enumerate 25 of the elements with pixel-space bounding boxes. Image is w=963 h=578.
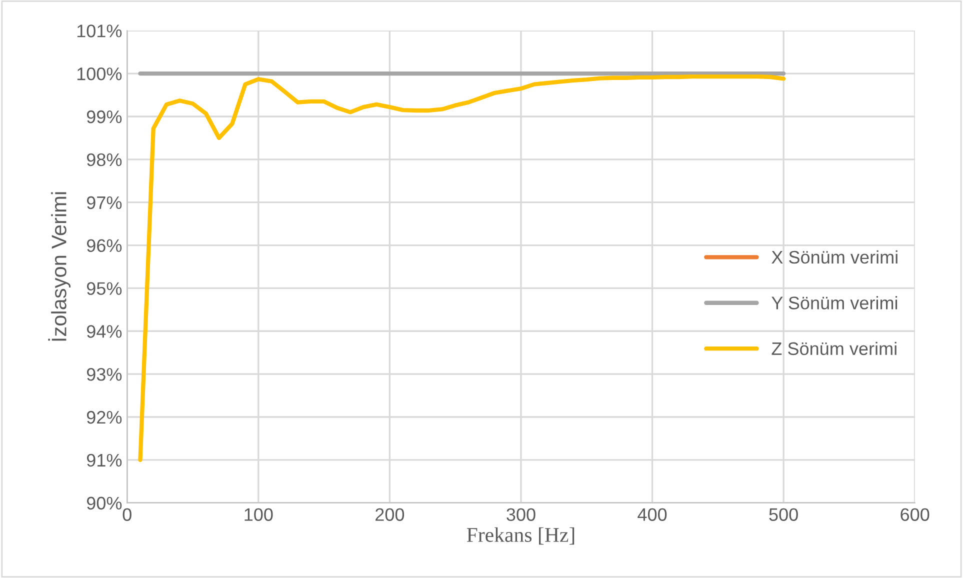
y-tick-label: 96% (86, 239, 122, 252)
y-tick-label: 91% (86, 454, 122, 467)
x-tick-label: 0 (122, 508, 132, 521)
y-tick-label: 93% (86, 368, 122, 381)
x-tick-label: 300 (506, 508, 536, 521)
legend-label: Y Sönüm verimi (772, 296, 898, 310)
y-axis-title: İzolasyon Verimi (48, 192, 71, 341)
y-tick-label: 99% (86, 110, 122, 124)
x-tick-label: 400 (638, 508, 667, 521)
legend-label: X Sönüm verimi (772, 250, 898, 264)
y-tick-label: 95% (86, 282, 122, 295)
x-tick-label: 200 (376, 508, 404, 521)
x-tick-label: 100 (244, 508, 273, 521)
x-axis-title: Frekans [Hz] (466, 527, 574, 545)
y-tick-label: 101% (77, 24, 122, 38)
y-tick-label: 92% (86, 410, 122, 424)
line-series (138, 74, 786, 462)
y-tick-label: 98% (86, 153, 122, 166)
legend-label: Z Sönüm verimi (772, 342, 896, 356)
y-tick-label: 90% (86, 496, 122, 510)
y-tick-label: 97% (86, 196, 122, 210)
x-tick-label: 500 (769, 508, 798, 521)
y-tick-label: 94% (86, 325, 122, 338)
x-tick-label: 600 (900, 508, 930, 521)
y-tick-label: 100% (77, 68, 122, 80)
